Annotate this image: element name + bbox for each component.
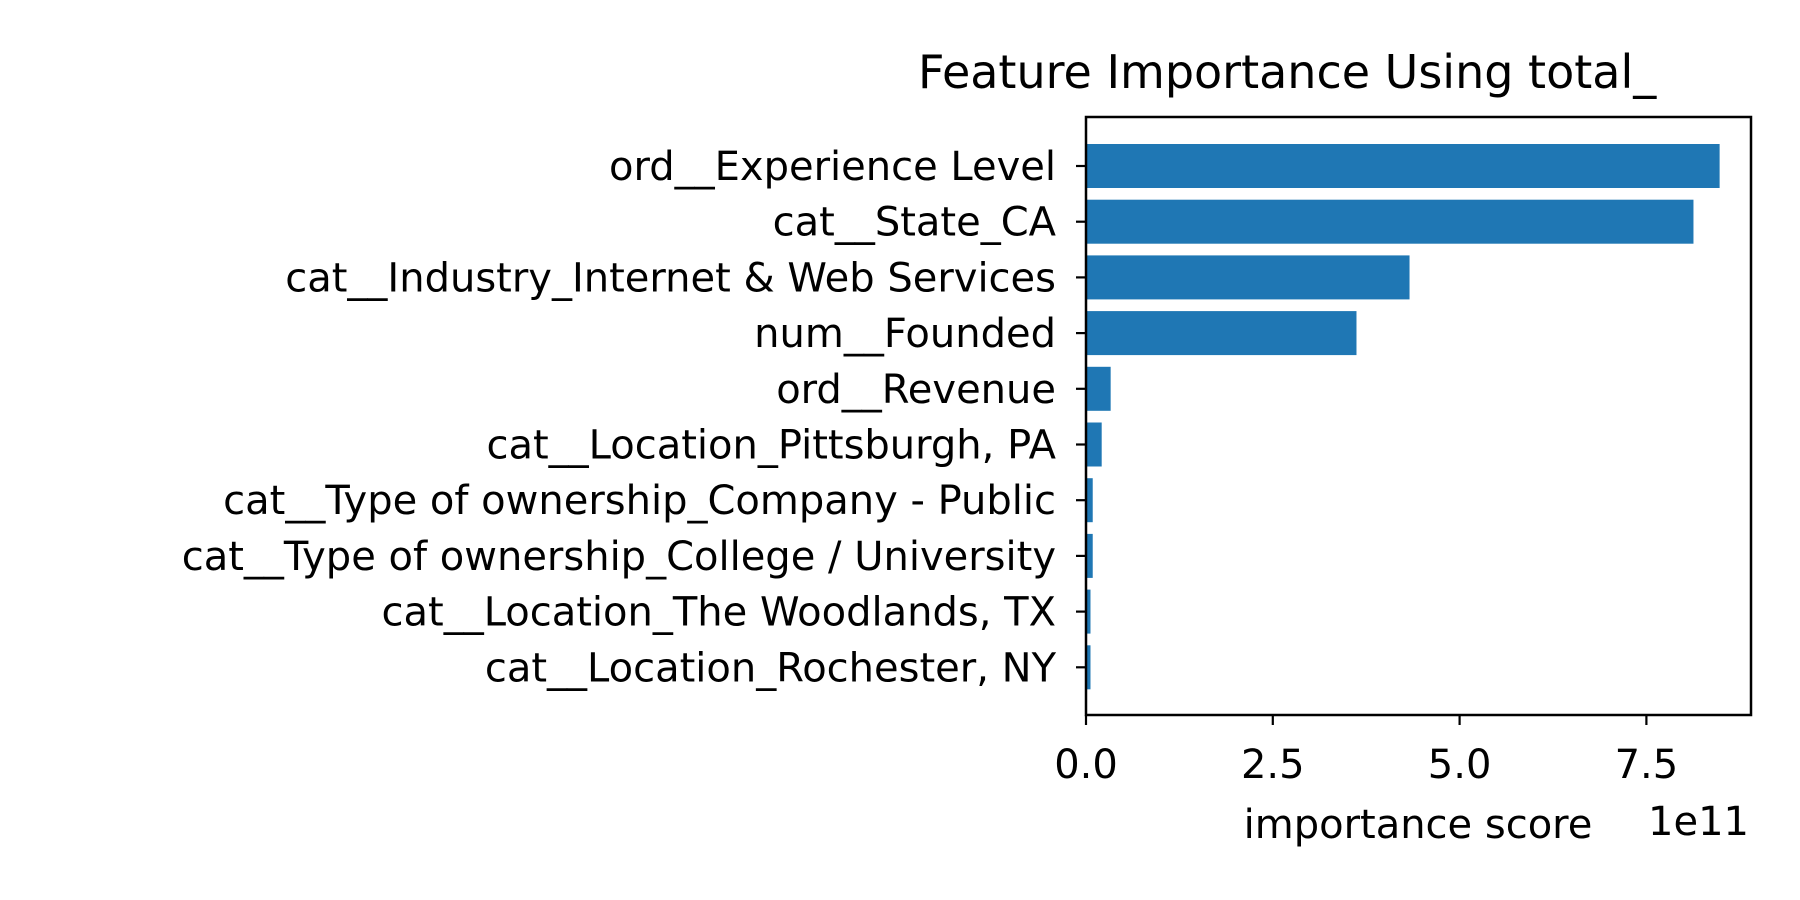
x-axis: 0.0 2.5 5.0 7.5 xyxy=(1054,715,1678,788)
y-axis: ord__Experience Level cat__State_CA cat__I… xyxy=(182,144,1086,691)
y-tick-label: ord__Revenue xyxy=(776,367,1056,413)
x-axis-label: importance score xyxy=(1244,802,1593,848)
y-tick-label: cat__Type of ownership_College / Univers… xyxy=(182,534,1056,580)
y-tick-label: cat__Location_Pittsburgh, PA xyxy=(486,423,1056,469)
x-tick-label: 0.0 xyxy=(1054,742,1118,788)
y-tick-label: ord__Experience Level xyxy=(609,144,1056,190)
x-axis-offset-label: 1e11 xyxy=(1648,799,1749,845)
bar xyxy=(1086,366,1111,411)
chart-title: Feature Importance Using total_ xyxy=(918,45,1657,99)
bars-layer xyxy=(1086,144,1720,690)
y-tick-label: num__Founded xyxy=(754,311,1056,357)
bar xyxy=(1086,478,1093,523)
bar xyxy=(1086,199,1694,244)
y-tick-label: cat__Location_Rochester, NY xyxy=(485,645,1057,691)
y-tick-label: cat__State_CA xyxy=(773,200,1057,246)
bar xyxy=(1086,422,1102,467)
bar xyxy=(1086,144,1720,188)
bar xyxy=(1086,255,1410,300)
bar xyxy=(1086,311,1357,356)
bar xyxy=(1086,533,1093,578)
y-tick-label: cat__Type of ownership_Company - Public xyxy=(223,478,1056,524)
plot-frame xyxy=(1084,115,1753,717)
bar xyxy=(1086,589,1091,634)
y-tick-label: cat__Location_The Woodlands, TX xyxy=(382,590,1057,636)
bar xyxy=(1086,645,1091,690)
x-tick-label: 2.5 xyxy=(1241,742,1305,788)
y-tick-label: cat__Industry_Internet & Web Services xyxy=(285,255,1056,301)
x-tick-label: 5.0 xyxy=(1428,742,1492,788)
x-tick-label: 7.5 xyxy=(1615,742,1679,788)
